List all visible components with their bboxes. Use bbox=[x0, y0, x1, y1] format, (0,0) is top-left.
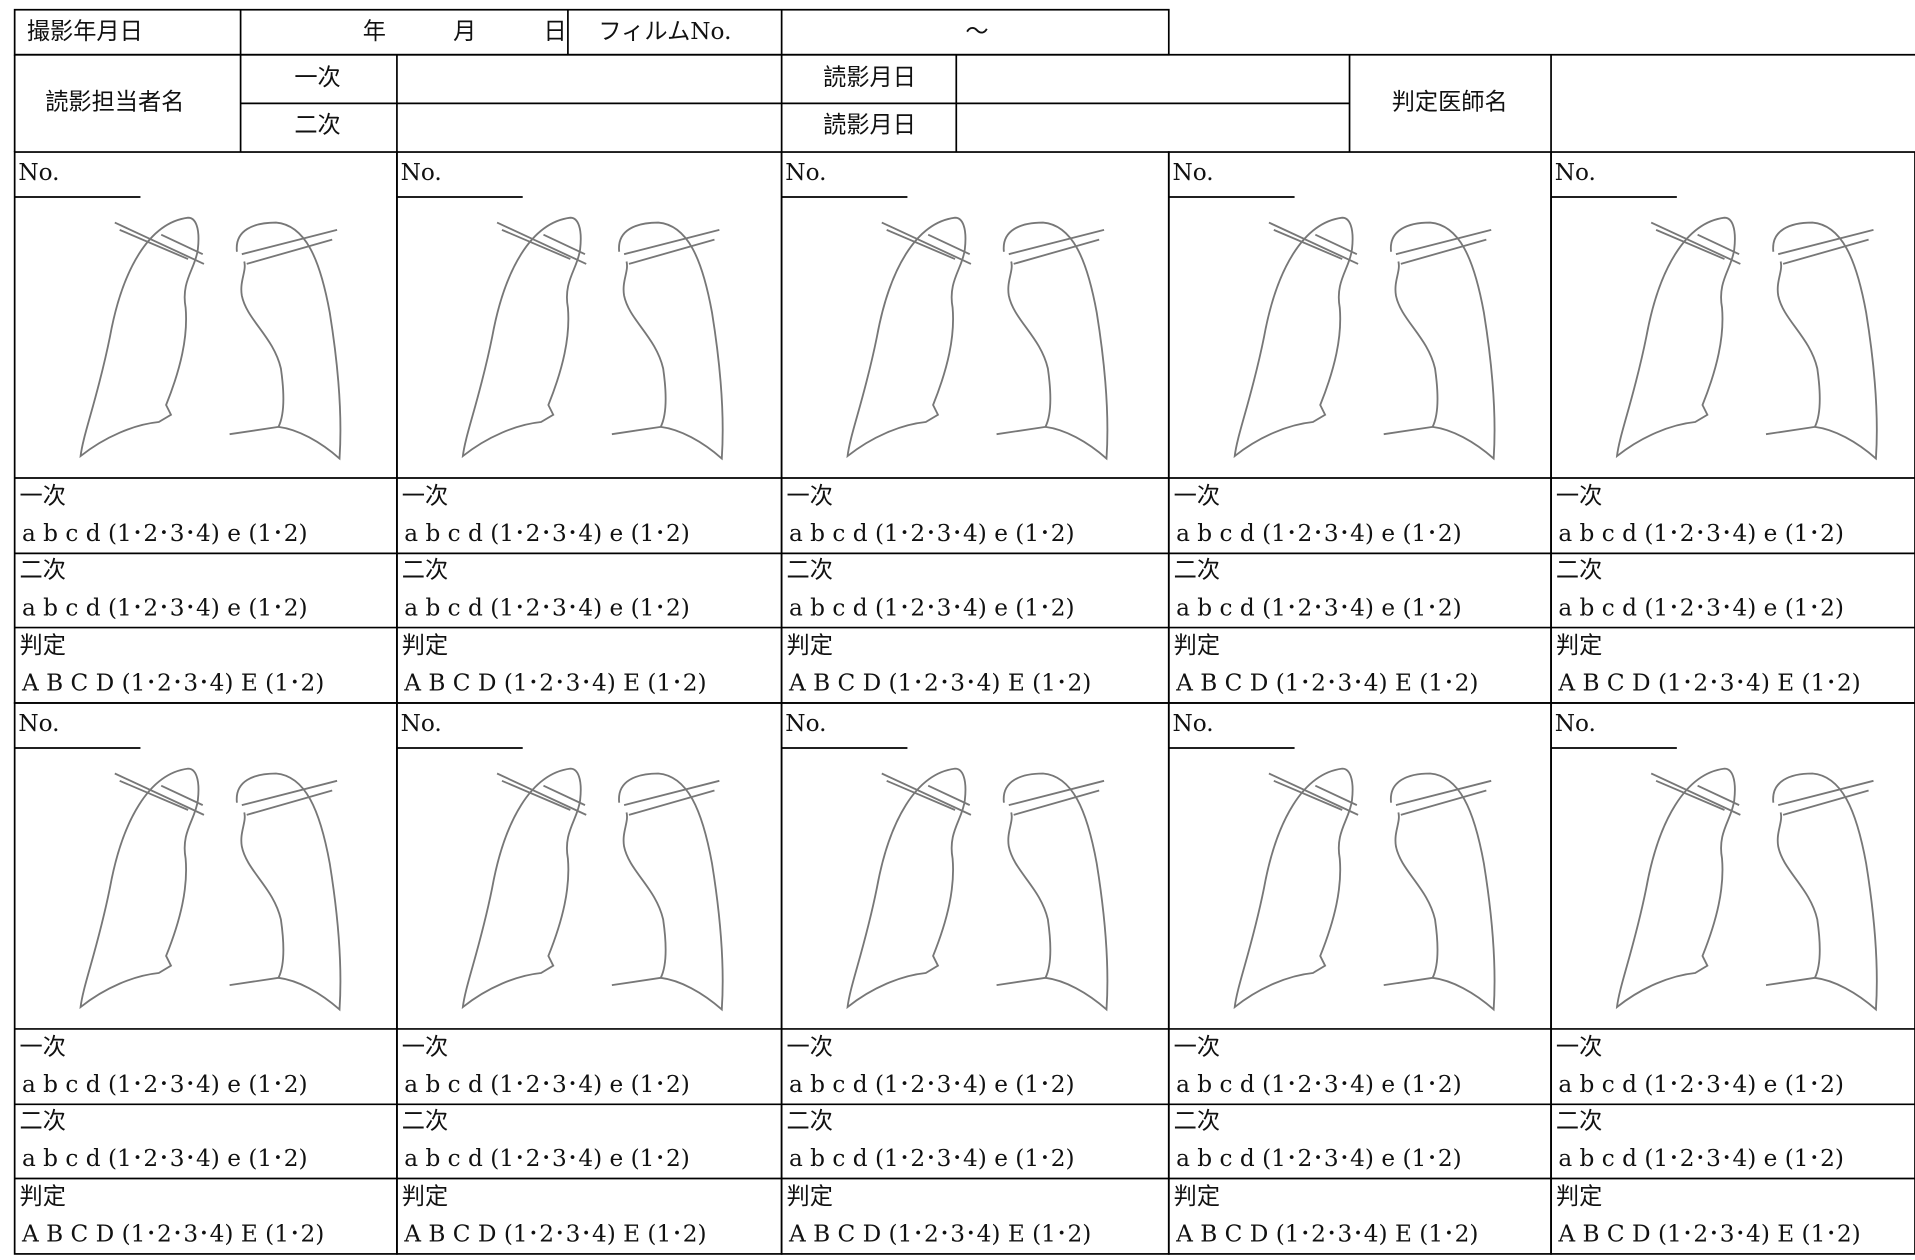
first-label: 一次 bbox=[1174, 483, 1220, 509]
second-options: a b c d (1･2･3･4) e (1･2) bbox=[1176, 1146, 1462, 1172]
judgment-options: A B C D (1･2･3･4) E (1･2) bbox=[21, 671, 324, 697]
first-label: 一次 bbox=[1556, 1034, 1602, 1060]
first-label: 一次 bbox=[1174, 1034, 1220, 1060]
second-label: 二次 bbox=[787, 1109, 833, 1135]
judgment-label: 判定 bbox=[402, 633, 448, 659]
lung-diagram bbox=[846, 216, 1109, 460]
first-label: 一次 bbox=[787, 1034, 833, 1060]
cell-border bbox=[13, 8, 1170, 56]
first-options: a b c d (1･2･3･4) e (1･2) bbox=[22, 1072, 308, 1098]
second-label: 二次 bbox=[1556, 558, 1602, 584]
first-options: a b c d (1･2･3･4) e (1･2) bbox=[789, 521, 1075, 547]
cell-border bbox=[1550, 702, 1915, 1255]
first-options: a b c d (1･2･3･4) e (1･2) bbox=[789, 1072, 1075, 1098]
first-label: 一次 bbox=[20, 483, 66, 509]
first-options: a b c d (1･2･3･4) e (1･2) bbox=[1176, 521, 1462, 547]
second-options: a b c d (1･2･3･4) e (1･2) bbox=[789, 595, 1075, 621]
second-label: 二次 bbox=[1174, 558, 1220, 584]
judgment-options: A B C D (1･2･3･4) E (1･2) bbox=[788, 1222, 1091, 1248]
no-label: No. bbox=[785, 160, 826, 186]
lung-diagram bbox=[846, 767, 1109, 1011]
no-label: No. bbox=[18, 160, 59, 186]
judgment-options: A B C D (1･2･3･4) E (1･2) bbox=[788, 671, 1091, 697]
first-label: 一次 bbox=[1556, 483, 1602, 509]
judgment-label: 判定 bbox=[1556, 633, 1602, 659]
no-label: No. bbox=[1555, 160, 1596, 186]
second-options: a b c d (1･2･3･4) e (1･2) bbox=[22, 1146, 308, 1172]
second-options: a b c d (1･2･3･4) e (1･2) bbox=[789, 1146, 1075, 1172]
first-options: a b c d (1･2･3･4) e (1･2) bbox=[404, 521, 690, 547]
film-range: ～ bbox=[965, 19, 988, 45]
first-label: 一次 bbox=[787, 483, 833, 509]
no-label: No. bbox=[401, 160, 442, 186]
second-label: 二次 bbox=[20, 1109, 66, 1135]
no-label: No. bbox=[1555, 711, 1596, 737]
second-options: a b c d (1･2･3･4) e (1･2) bbox=[404, 1146, 690, 1172]
reader-label: 読影担当者名 bbox=[45, 89, 184, 115]
judgment-label: 判定 bbox=[787, 633, 833, 659]
no-label: No. bbox=[785, 711, 826, 737]
first-options: a b c d (1･2･3･4) e (1･2) bbox=[1558, 1072, 1844, 1098]
lung-diagram bbox=[461, 216, 724, 460]
judgment-label: 判定 bbox=[1174, 1184, 1220, 1210]
no-label: No. bbox=[18, 711, 59, 737]
second-label: 二次 bbox=[787, 558, 833, 584]
judgment-options: A B C D (1･2･3･4) E (1･2) bbox=[1175, 671, 1478, 697]
second-options: a b c d (1･2･3･4) e (1･2) bbox=[404, 595, 690, 621]
second-label: 二次 bbox=[402, 558, 448, 584]
second-label: 二次 bbox=[1556, 1109, 1602, 1135]
second-options: a b c d (1･2･3･4) e (1･2) bbox=[22, 595, 308, 621]
judgment-options: A B C D (1･2･3･4) E (1･2) bbox=[403, 1222, 706, 1248]
year-label: 年 bbox=[363, 19, 386, 45]
judgment-options: A B C D (1･2･3･4) E (1･2) bbox=[403, 671, 706, 697]
judgment-label: 判定 bbox=[787, 1184, 833, 1210]
second-options: a b c d (1･2･3･4) e (1･2) bbox=[1558, 1146, 1844, 1172]
lung-diagram bbox=[1616, 767, 1878, 1011]
lung-diagram bbox=[461, 767, 724, 1011]
doctor-label: 判定医師名 bbox=[1392, 89, 1508, 115]
judgment-label: 判定 bbox=[1174, 633, 1220, 659]
judgment-options: A B C D (1･2･3･4) E (1･2) bbox=[1557, 671, 1860, 697]
lung-diagram bbox=[79, 767, 342, 1011]
no-label: No. bbox=[1172, 160, 1213, 186]
read-date-label: 読影月日 bbox=[823, 113, 916, 139]
second-label: 二次 bbox=[1174, 1109, 1220, 1135]
first-options: a b c d (1･2･3･4) e (1･2) bbox=[404, 1072, 690, 1098]
first-label: 一次 bbox=[402, 483, 448, 509]
second-options: a b c d (1･2･3･4) e (1･2) bbox=[1176, 595, 1462, 621]
first-options: a b c d (1･2･3･4) e (1･2) bbox=[22, 521, 308, 547]
second-reader: 二次 bbox=[294, 113, 340, 139]
lung-diagram bbox=[1233, 767, 1496, 1011]
judgment-label: 判定 bbox=[20, 1184, 66, 1210]
second-options: a b c d (1･2･3･4) e (1･2) bbox=[1558, 595, 1844, 621]
read-date-label: 読影月日 bbox=[823, 65, 916, 91]
judgment-options: A B C D (1･2･3･4) E (1･2) bbox=[1557, 1222, 1860, 1248]
film-label: フィルムNo. bbox=[598, 19, 731, 45]
no-label: No. bbox=[1172, 711, 1213, 737]
first-reader: 一次 bbox=[294, 65, 340, 91]
judgment-options: A B C D (1･2･3･4) E (1･2) bbox=[21, 1222, 324, 1248]
second-label: 二次 bbox=[402, 1109, 448, 1135]
lung-diagram bbox=[1616, 216, 1878, 460]
judgment-options: A B C D (1･2･3･4) E (1･2) bbox=[1175, 1222, 1478, 1248]
lung-diagram bbox=[1233, 216, 1496, 460]
date-label: 撮影年月日 bbox=[27, 19, 143, 45]
judgment-label: 判定 bbox=[20, 633, 66, 659]
day-label: 日 bbox=[543, 19, 566, 45]
first-options: a b c d (1･2･3･4) e (1･2) bbox=[1176, 1072, 1462, 1098]
no-label: No. bbox=[401, 711, 442, 737]
first-options: a b c d (1･2･3･4) e (1･2) bbox=[1558, 521, 1844, 547]
judgment-label: 判定 bbox=[402, 1184, 448, 1210]
first-label: 一次 bbox=[402, 1034, 448, 1060]
first-label: 一次 bbox=[20, 1034, 66, 1060]
judgment-label: 判定 bbox=[1556, 1184, 1602, 1210]
lung-diagram bbox=[79, 216, 342, 460]
month-label: 月 bbox=[453, 19, 476, 45]
second-label: 二次 bbox=[20, 558, 66, 584]
